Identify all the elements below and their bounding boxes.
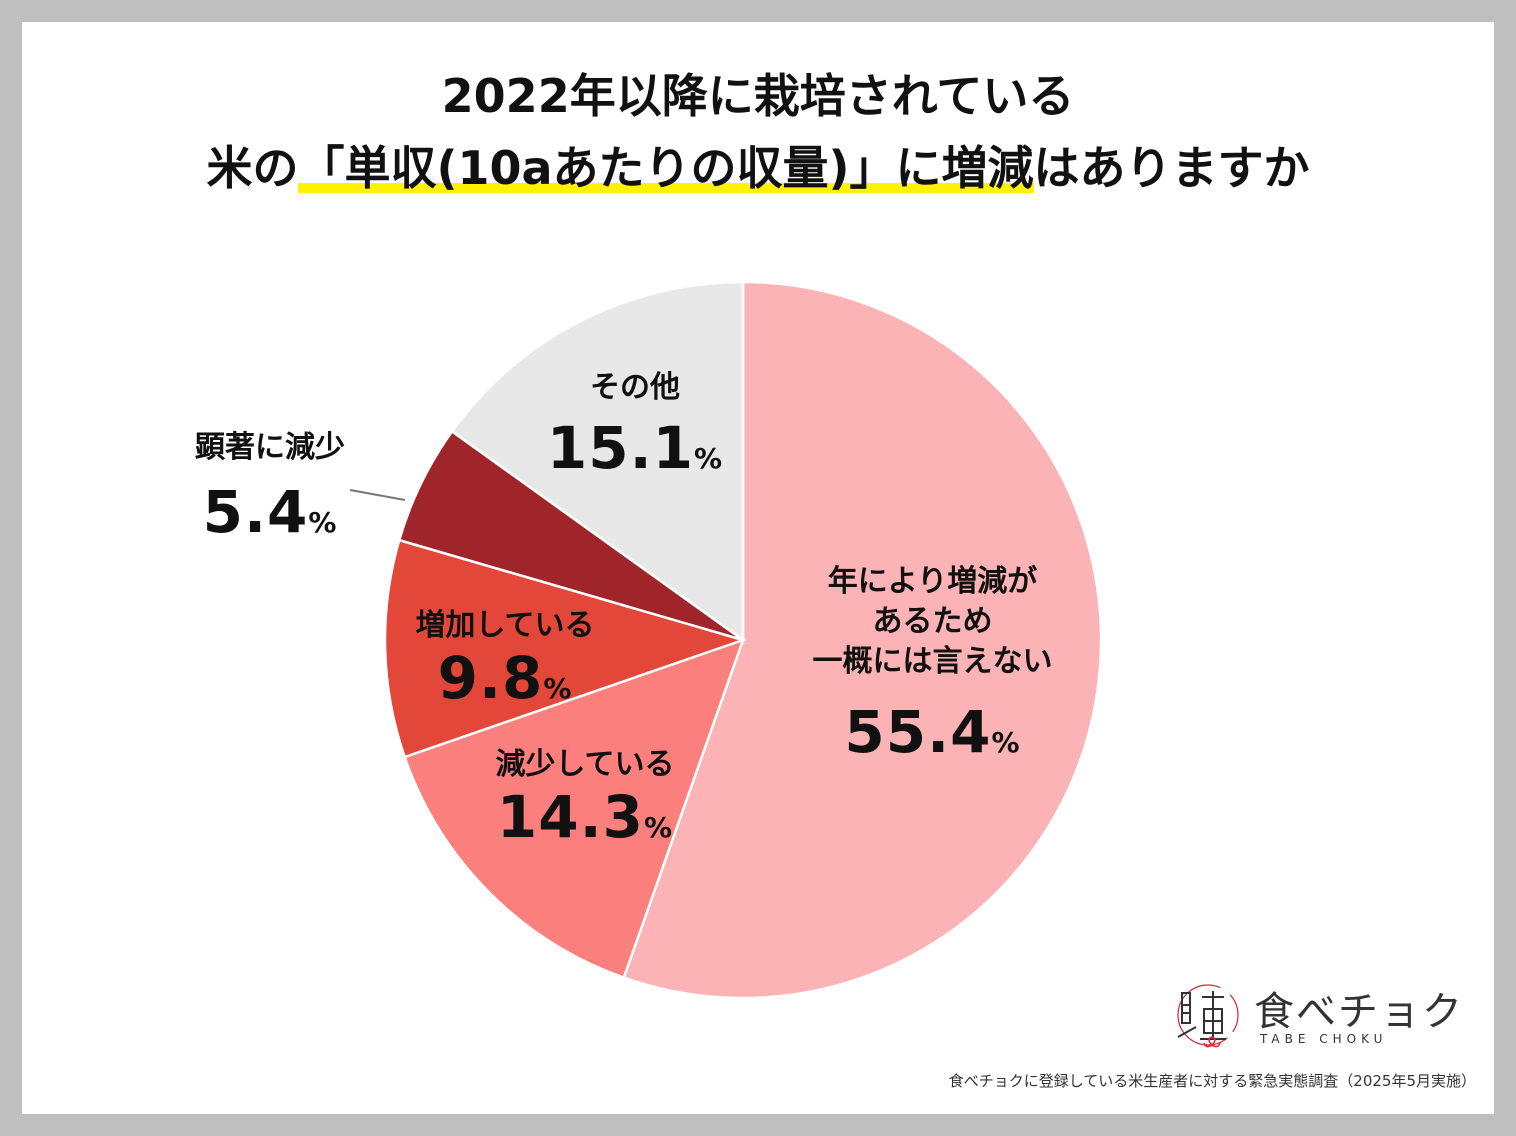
title-highlight: 「単収(10aあたりの収量)」に増減	[298, 141, 1034, 195]
slice-label-increase: 増加している 9.8%	[385, 606, 625, 721]
slice-value-vary-number: 55.4	[844, 698, 992, 766]
source-note: 食べチョクに登録している米生産者に対する緊急実態調査（2025年5月実施）	[948, 1072, 1476, 1090]
leader-line-big-decrease	[349, 489, 406, 501]
slice-label-vary-line-3: 一概には言えない	[812, 644, 1053, 679]
pie-slice-other	[450, 280, 745, 643]
slice-label-big-decrease: 顕著に減少 5.4%	[165, 428, 375, 555]
slice-label-decrease-text: 減少している	[495, 747, 675, 782]
slice-value-decrease-number: 14.3	[496, 783, 645, 851]
slice-value-increase-number: 9.8	[437, 644, 544, 712]
title-line-2-prefix: 米の	[206, 141, 299, 195]
slice-value-increase-unit: %	[543, 672, 573, 705]
pie-slice-increase	[383, 538, 748, 759]
slice-value-vary: 55.4%	[800, 700, 1065, 775]
slice-label-vary: 年により増減が あるため 一概には言えない 55.4%	[800, 562, 1065, 775]
slice-value-increase: 9.8%	[385, 646, 625, 721]
slice-value-other: 15.1%	[525, 416, 745, 491]
slice-label-increase-text: 増加している	[415, 608, 595, 643]
slice-value-other-number: 15.1	[546, 414, 695, 482]
slice-label-other-text: その他	[590, 370, 680, 405]
slice-value-big-decrease: 5.4%	[165, 480, 375, 555]
slice-label-other: その他 15.1%	[525, 368, 745, 491]
tabechoku-logo: 食べチョク TABE CHOKU	[1168, 975, 1462, 1055]
logo-mark-icon	[1177, 984, 1239, 1048]
slice-label-big-decrease-text: 顕著に減少	[195, 430, 345, 465]
logo-text-jp: 食べチョク	[1254, 989, 1464, 1035]
slice-value-decrease: 14.3%	[455, 785, 715, 860]
logo-text-en: TABE CHOKU	[1260, 1032, 1388, 1046]
slice-label-vary-line-1: 年により増減が	[827, 564, 1038, 599]
chart-title-line-2: 米の「単収(10aあたりの収量)」に増減はありますか	[0, 140, 1516, 196]
slice-value-other-unit: %	[694, 442, 724, 475]
slice-value-big-decrease-unit: %	[308, 506, 338, 539]
slice-value-decrease-unit: %	[644, 811, 674, 844]
chart-title-line-1: 2022年以降に栽培されている	[441, 69, 1075, 123]
pie-slice-decrease	[403, 637, 746, 980]
slice-value-big-decrease-number: 5.4	[202, 478, 309, 546]
title-line-2-suffix: はありますか	[1033, 141, 1310, 195]
slice-label-vary-line-2: あるため	[872, 604, 993, 639]
slice-label-decrease: 減少している 14.3%	[455, 745, 715, 860]
slice-value-vary-unit: %	[991, 726, 1021, 759]
